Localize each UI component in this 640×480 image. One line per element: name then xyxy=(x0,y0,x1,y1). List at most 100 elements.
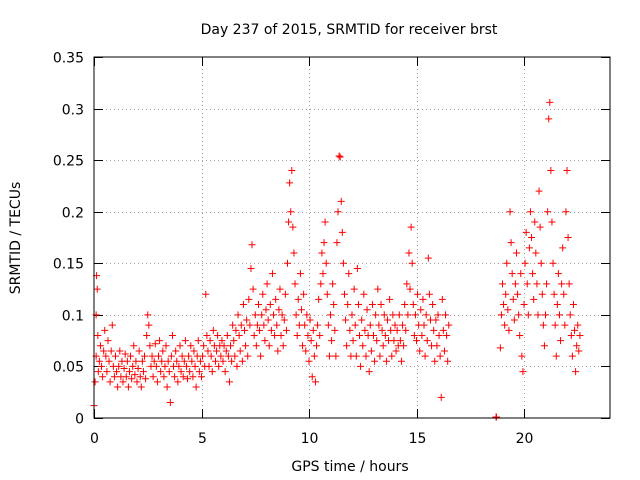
data-point xyxy=(344,301,352,309)
data-point xyxy=(423,337,431,345)
data-point xyxy=(575,347,583,355)
data-point xyxy=(436,352,444,360)
data-point xyxy=(253,321,261,329)
data-point xyxy=(322,259,330,267)
data-point xyxy=(424,254,432,262)
data-point xyxy=(189,373,197,381)
data-point xyxy=(181,337,189,345)
data-point xyxy=(290,249,298,257)
data-point xyxy=(94,331,102,339)
data-point xyxy=(137,383,145,391)
data-point xyxy=(186,368,194,376)
data-point xyxy=(91,378,99,386)
y-tick-label: 0.3 xyxy=(62,103,84,119)
data-point xyxy=(319,270,327,278)
y-tick-label: 0.35 xyxy=(53,51,84,67)
data-point xyxy=(432,316,440,324)
data-point xyxy=(215,362,223,370)
data-point xyxy=(258,311,266,319)
data-point xyxy=(279,342,287,350)
data-point xyxy=(402,326,410,334)
x-axis-label: GPS time / hours xyxy=(291,459,408,475)
data-point xyxy=(400,342,408,350)
data-point xyxy=(535,187,543,195)
data-point xyxy=(425,290,433,298)
data-point xyxy=(383,316,391,324)
data-point xyxy=(217,352,225,360)
data-point xyxy=(444,357,452,365)
data-point xyxy=(371,357,379,365)
data-point xyxy=(257,352,265,360)
data-point xyxy=(284,259,291,267)
data-point xyxy=(149,373,157,381)
data-point xyxy=(573,342,581,350)
data-point xyxy=(540,342,548,350)
data-point xyxy=(135,347,143,355)
data-point xyxy=(162,342,170,350)
data-point xyxy=(524,311,532,319)
data-point xyxy=(548,218,556,226)
data-point xyxy=(141,352,149,360)
data-point xyxy=(396,337,404,345)
data-point xyxy=(518,352,526,360)
data-point xyxy=(249,285,257,293)
data-point xyxy=(195,368,203,376)
data-point xyxy=(352,352,360,360)
data-point xyxy=(443,331,451,339)
data-point xyxy=(538,290,546,298)
data-point xyxy=(408,259,416,267)
data-point xyxy=(93,285,101,293)
data-point xyxy=(146,342,154,350)
data-point xyxy=(492,413,500,421)
data-point xyxy=(332,352,340,360)
data-point xyxy=(330,301,338,309)
data-point xyxy=(372,311,380,319)
data-point xyxy=(313,342,321,350)
data-point xyxy=(405,249,413,257)
data-point xyxy=(419,295,427,303)
data-point xyxy=(509,295,517,303)
data-point xyxy=(421,352,429,360)
data-point xyxy=(268,270,276,278)
data-point xyxy=(131,371,139,379)
data-point xyxy=(338,228,346,236)
data-point xyxy=(100,347,108,355)
data-point xyxy=(506,208,514,216)
x-tick-label: 15 xyxy=(409,431,427,447)
data-point xyxy=(139,368,147,376)
data-point xyxy=(256,326,264,334)
data-point xyxy=(213,347,221,355)
data-point xyxy=(265,342,273,350)
data-point xyxy=(205,362,213,370)
data-point xyxy=(266,301,274,309)
data-point xyxy=(417,306,425,314)
data-point xyxy=(182,362,190,370)
data-point xyxy=(301,321,309,329)
data-point xyxy=(350,285,358,293)
data-point xyxy=(282,326,290,334)
data-point xyxy=(198,373,205,381)
data-point xyxy=(433,342,441,350)
data-point xyxy=(496,344,504,352)
data-point xyxy=(321,218,329,226)
data-point xyxy=(204,347,212,355)
data-point xyxy=(357,362,365,370)
data-point xyxy=(546,98,554,106)
data-point xyxy=(308,373,316,381)
data-point xyxy=(409,301,417,309)
data-point xyxy=(523,280,531,288)
data-point xyxy=(406,285,414,293)
data-point xyxy=(230,337,238,345)
data-point xyxy=(275,306,283,314)
data-point xyxy=(522,228,530,236)
data-point xyxy=(500,301,508,309)
data-point xyxy=(271,331,279,339)
data-point xyxy=(158,357,166,365)
data-point xyxy=(413,337,420,345)
data-point xyxy=(363,306,371,314)
data-point xyxy=(123,357,131,365)
data-point xyxy=(543,280,551,288)
data-point xyxy=(128,375,136,383)
y-tick-label: 0.05 xyxy=(53,360,84,376)
data-point xyxy=(378,326,386,334)
